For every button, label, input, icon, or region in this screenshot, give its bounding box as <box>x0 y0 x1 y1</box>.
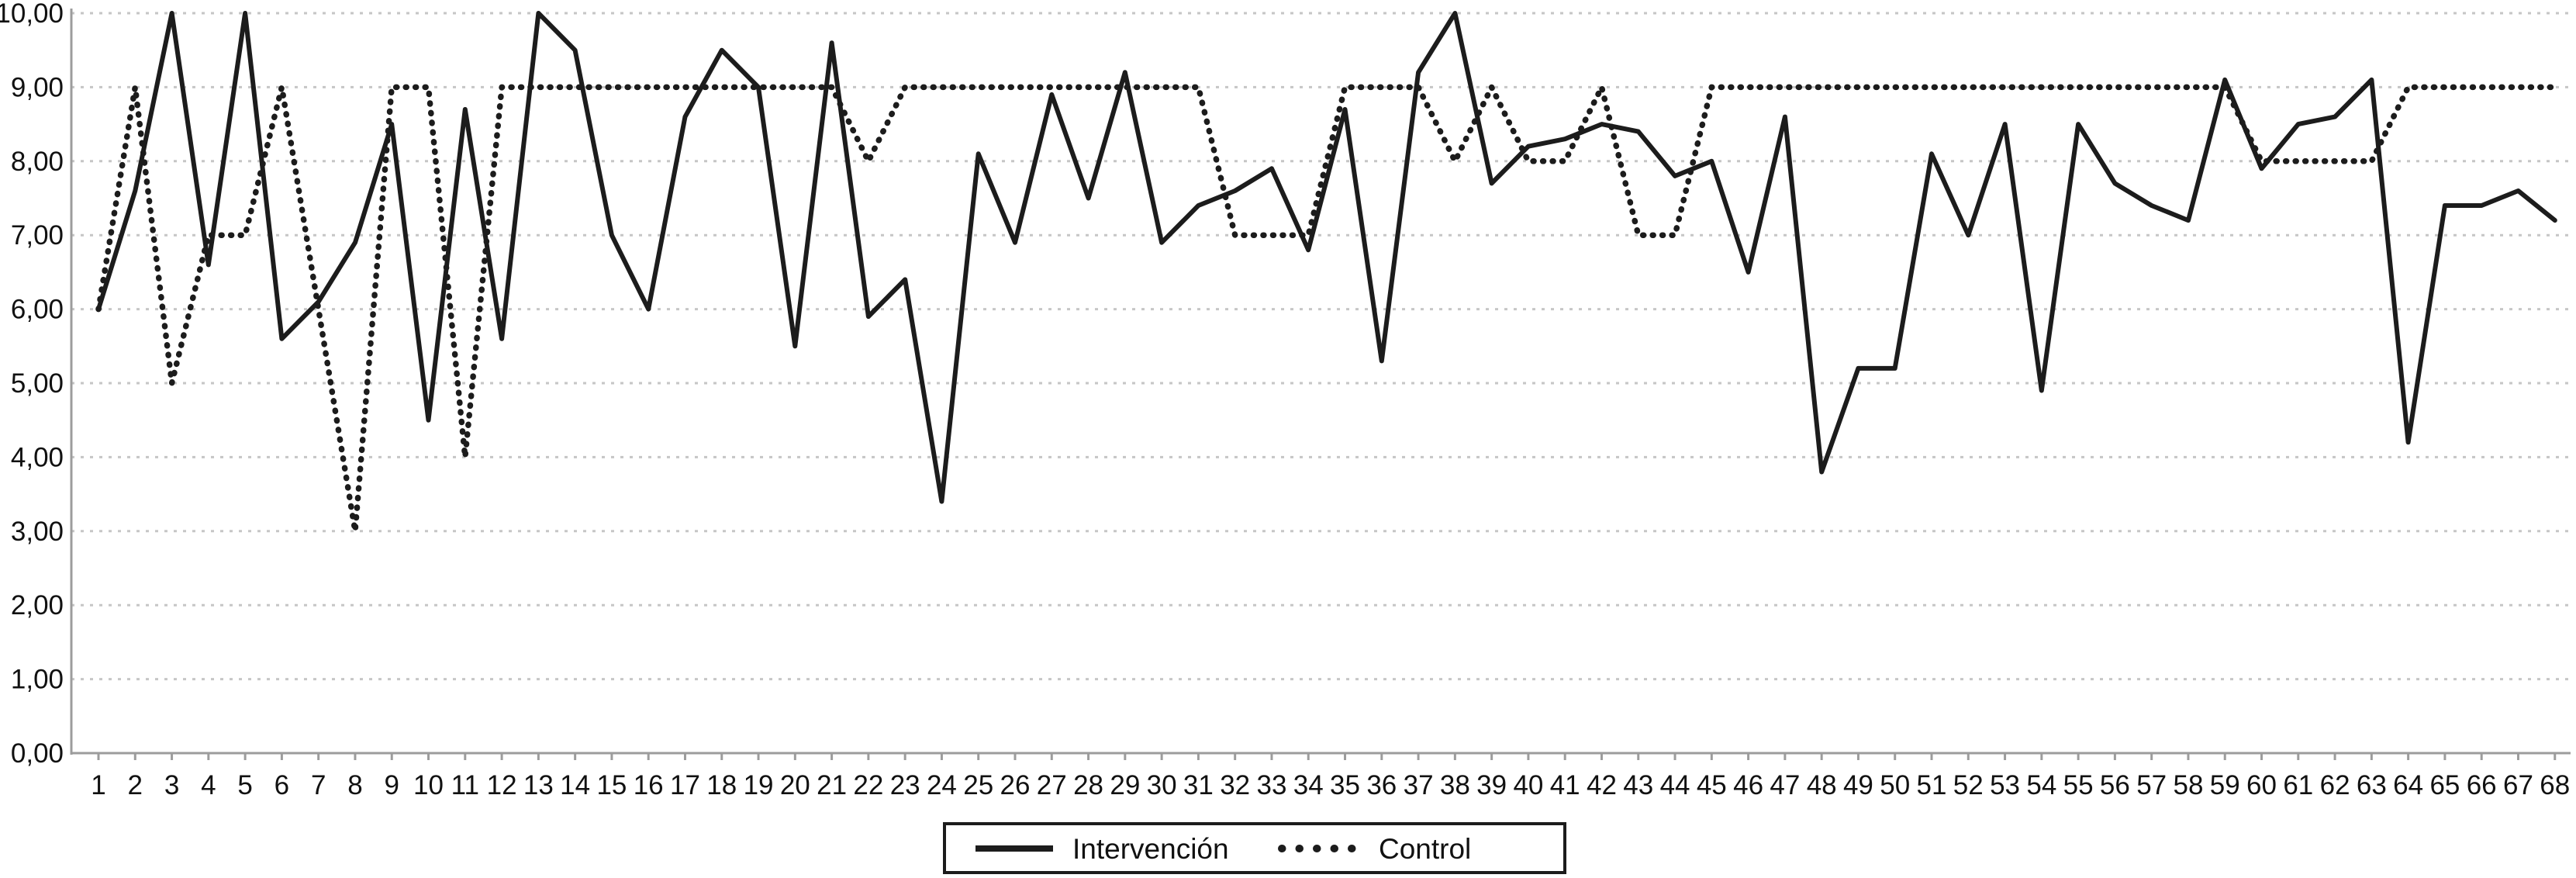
x-tick-label: 9 <box>385 770 399 800</box>
x-tick-label: 47 <box>1770 770 1800 800</box>
x-tick-label: 49 <box>1843 770 1873 800</box>
x-tick-label: 1 <box>91 770 105 800</box>
x-tick-label: 23 <box>890 770 920 800</box>
x-tick-label: 5 <box>237 770 252 800</box>
x-tick-label: 56 <box>2100 770 2130 800</box>
y-tick-label: 3,00 <box>11 517 64 547</box>
x-tick-label: 36 <box>1366 770 1397 800</box>
y-tick-label: 5,00 <box>11 368 64 399</box>
x-tick-label: 48 <box>1807 770 1837 800</box>
x-tick-label: 25 <box>963 770 993 800</box>
x-tick-label: 52 <box>1953 770 1984 800</box>
x-tick-label: 26 <box>1000 770 1031 800</box>
legend-label-control: Control <box>1379 833 1471 865</box>
y-tick-label: 8,00 <box>11 147 64 177</box>
x-tick-label: 24 <box>927 770 957 800</box>
x-tick-label: 58 <box>2173 770 2203 800</box>
legend: Intervención Control <box>943 822 1566 874</box>
x-tick-label: 40 <box>1513 770 1543 800</box>
x-tick-label: 8 <box>347 770 362 800</box>
x-tick-label: 39 <box>1476 770 1507 800</box>
x-tick-label: 27 <box>1037 770 1067 800</box>
x-tick-label: 51 <box>1917 770 1947 800</box>
y-tick-label: 10,00 <box>0 0 64 29</box>
x-tick-label: 30 <box>1147 770 1177 800</box>
x-tick-label: 7 <box>311 770 326 800</box>
x-tick-label: 53 <box>1990 770 2020 800</box>
x-tick-label: 38 <box>1440 770 1470 800</box>
x-tick-label: 68 <box>2540 770 2570 800</box>
y-tick-label: 1,00 <box>11 665 64 695</box>
x-tick-label: 42 <box>1587 770 1617 800</box>
x-tick-label: 45 <box>1697 770 1727 800</box>
x-tick-label: 3 <box>164 770 179 800</box>
x-tick-label: 66 <box>2467 770 2497 800</box>
y-tick-label: 2,00 <box>11 590 64 620</box>
x-tick-label: 60 <box>2246 770 2277 800</box>
x-tick-label: 12 <box>487 770 517 800</box>
y-tick-label: 7,00 <box>11 220 64 251</box>
x-tick-label: 59 <box>2210 770 2240 800</box>
x-tick-label: 44 <box>1660 770 1690 800</box>
x-tick-label: 18 <box>706 770 737 800</box>
x-tick-label: 64 <box>2393 770 2423 800</box>
x-tick-label: 43 <box>1623 770 1653 800</box>
x-tick-label: 41 <box>1550 770 1580 800</box>
y-tick-label: 6,00 <box>11 295 64 325</box>
x-tick-label: 19 <box>744 770 774 800</box>
x-tick-label: 65 <box>2429 770 2460 800</box>
x-tick-label: 46 <box>1733 770 1763 800</box>
x-tick-label: 28 <box>1073 770 1103 800</box>
x-tick-label: 22 <box>853 770 883 800</box>
x-tick-label: 63 <box>2357 770 2387 800</box>
x-tick-label: 20 <box>780 770 810 800</box>
x-tick-label: 33 <box>1256 770 1286 800</box>
x-tick-label: 37 <box>1404 770 1434 800</box>
x-tick-label: 32 <box>1220 770 1250 800</box>
x-tick-label: 11 <box>451 770 479 800</box>
x-tick-label: 2 <box>128 770 143 800</box>
x-tick-label: 10 <box>413 770 444 800</box>
x-tick-label: 54 <box>2026 770 2056 800</box>
y-tick-label: 9,00 <box>11 72 64 102</box>
control-line <box>95 84 2558 534</box>
intervencion-line <box>96 11 2557 504</box>
x-tick-label: 31 <box>1183 770 1214 800</box>
x-tick-label: 29 <box>1110 770 1140 800</box>
legend-label-intervencion: Intervención <box>1072 833 1229 865</box>
x-tick-label: 61 <box>2283 770 2313 800</box>
x-tick-label: 34 <box>1293 770 1324 800</box>
x-tick-label: 6 <box>275 770 289 800</box>
x-tick-label: 21 <box>817 770 847 800</box>
x-tick-label: 17 <box>670 770 700 800</box>
y-tick-label: 4,00 <box>11 442 64 472</box>
x-tick-label: 55 <box>2063 770 2094 800</box>
x-tick-label: 13 <box>523 770 554 800</box>
x-tick-label: 50 <box>1880 770 1910 800</box>
x-tick-label: 57 <box>2136 770 2167 800</box>
y-tick-label: 0,00 <box>11 738 64 769</box>
x-tick-label: 35 <box>1330 770 1360 800</box>
x-tick-label: 4 <box>201 770 216 800</box>
x-tick-label: 14 <box>560 770 590 800</box>
x-tick-label: 62 <box>2320 770 2350 800</box>
x-tick-label: 15 <box>596 770 627 800</box>
x-tick-label: 67 <box>2503 770 2533 800</box>
x-tick-label: 16 <box>634 770 664 800</box>
